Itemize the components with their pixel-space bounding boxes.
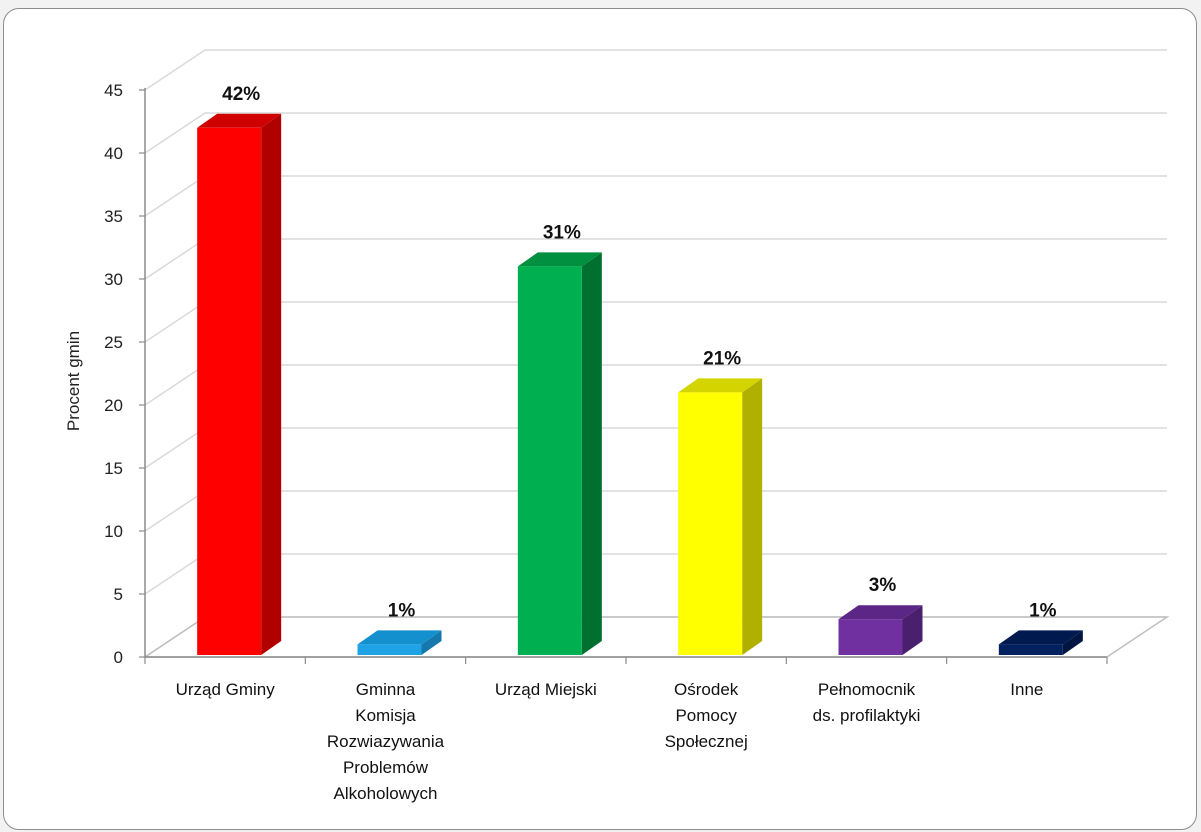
y-tick-label: 30: [104, 270, 123, 289]
y-tick-label: 0: [114, 648, 123, 667]
bar-side: [581, 252, 602, 655]
grid-layer: [144, 49, 1170, 658]
y-tick-label: 35: [104, 207, 123, 226]
bar-top: [357, 630, 442, 645]
side-gridline: [144, 238, 206, 280]
bar-front: [357, 644, 422, 655]
x-category-label: Pełnomocnik ds. profilaktyki: [813, 680, 921, 725]
y-tick-label: 15: [104, 459, 123, 478]
bar-chart: 0 5 10 15 20 25 30 35 40 45 42% Urząd Gminy 1% Gminn…: [64, 49, 1170, 803]
y-axis-title: Procent gmin: [64, 331, 83, 431]
side-gridline: [144, 364, 206, 406]
y-tick-label: 45: [104, 81, 123, 100]
bar: [838, 605, 923, 655]
bar-top: [998, 630, 1083, 645]
data-label: 1%: [1029, 600, 1057, 621]
bar: [517, 252, 602, 655]
bar-top: [838, 605, 923, 620]
bar-side: [421, 630, 442, 655]
data-label: 31%: [543, 222, 581, 243]
chart-frame: 0 5 10 15 20 25 30 35 40 45 42% Urząd Gminy 1% Gminn…: [3, 8, 1197, 830]
bar-side: [902, 605, 923, 655]
data-label: 1%: [388, 600, 416, 621]
label-layer: 42% Urząd Gminy 1% Gminna Komisja Rozwiazywan…: [176, 84, 1057, 803]
bar-top: [678, 378, 763, 393]
x-category-label: Urząd Miejski: [495, 680, 597, 699]
y-tick-label: 25: [104, 333, 123, 352]
y-tick-label: 5: [114, 585, 123, 604]
bar-side: [1062, 630, 1083, 655]
bar-front: [517, 266, 582, 655]
bar-layer: [197, 113, 1083, 656]
bar-side: [742, 378, 763, 655]
y-tick-label: 40: [104, 144, 123, 163]
x-category-label: Urząd Gminy: [176, 680, 276, 699]
side-gridline: [144, 427, 206, 469]
bar: [197, 113, 282, 656]
axis-layer: 0 5 10 15 20 25 30 35 40 45: [104, 81, 1108, 667]
y-tick-label: 20: [104, 396, 123, 415]
side-gridline: [144, 112, 206, 154]
data-label: 42%: [222, 84, 260, 105]
x-category-label: Ośrodek Pomocy Społecznej: [665, 680, 748, 751]
y-tick-label: 10: [104, 522, 123, 541]
bar-side: [261, 113, 282, 656]
side-gridline: [144, 49, 206, 91]
bar-front: [838, 619, 903, 655]
bar: [357, 630, 442, 655]
bar-front: [998, 644, 1063, 655]
bar: [998, 630, 1083, 655]
bar-top: [517, 252, 602, 267]
x-category-label: Inne: [1010, 680, 1043, 699]
x-category-label: Gminna Komisja Rozwiazywania Problemów Alkoh…: [327, 680, 445, 803]
side-gridline: [144, 553, 206, 595]
bar-top: [197, 113, 282, 128]
data-label: 3%: [869, 575, 897, 596]
bar-front: [197, 127, 262, 656]
side-gridline: [144, 175, 206, 217]
bar: [678, 378, 763, 655]
side-gridline: [144, 301, 206, 343]
data-label: 21%: [703, 348, 741, 369]
bar-front: [678, 392, 743, 655]
side-gridline: [144, 490, 206, 532]
